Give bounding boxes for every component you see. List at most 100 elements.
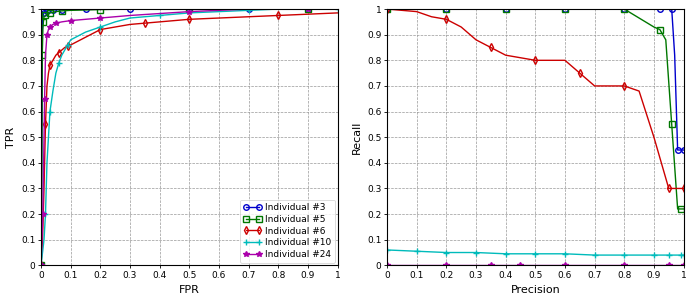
Line: Individual #5: Individual #5 bbox=[384, 6, 686, 212]
Individual #6 bbox=[185, 17, 194, 21]
Individual #3 bbox=[38, 15, 46, 19]
Individual #6 bbox=[428, 15, 436, 19]
Individual #24 bbox=[442, 264, 450, 267]
Individual #3 bbox=[66, 8, 75, 11]
Individual #10 bbox=[66, 38, 75, 42]
Individual #10 bbox=[502, 252, 510, 256]
Individual #10 bbox=[48, 89, 57, 93]
Individual #3 bbox=[304, 7, 312, 11]
Individual #5 bbox=[304, 7, 312, 11]
Individual #5 bbox=[531, 7, 540, 11]
Individual #6 bbox=[55, 51, 63, 54]
Individual #3 bbox=[215, 7, 223, 11]
Individual #3 bbox=[472, 7, 480, 11]
Individual #6 bbox=[52, 53, 60, 57]
Individual #6 bbox=[561, 58, 569, 62]
Individual #5 bbox=[40, 15, 48, 19]
Individual #3 bbox=[673, 148, 682, 152]
Individual #6 bbox=[412, 10, 421, 14]
Individual #24 bbox=[66, 19, 75, 22]
Individual #3 bbox=[57, 8, 66, 11]
Individual #6 bbox=[42, 123, 50, 126]
Individual #10 bbox=[156, 14, 164, 17]
Individual #6 bbox=[590, 84, 599, 88]
Individual #6 bbox=[44, 71, 53, 75]
Individual #3 bbox=[671, 53, 679, 57]
Individual #5 bbox=[185, 7, 194, 11]
Individual #3 bbox=[680, 148, 688, 152]
Individual #5 bbox=[244, 7, 253, 11]
Individual #5 bbox=[37, 264, 45, 267]
Individual #6 bbox=[156, 20, 164, 24]
Individual #5 bbox=[673, 207, 682, 211]
Individual #24 bbox=[486, 264, 495, 267]
Individual #10 bbox=[46, 110, 54, 113]
Individual #24 bbox=[43, 33, 51, 36]
Line: Individual #6: Individual #6 bbox=[38, 10, 340, 268]
Individual #6 bbox=[671, 187, 679, 190]
Individual #10 bbox=[185, 11, 194, 15]
Individual #24 bbox=[472, 264, 480, 267]
Individual #5 bbox=[442, 7, 450, 11]
Line: Individual #10: Individual #10 bbox=[384, 247, 686, 258]
Individual #24 bbox=[37, 264, 45, 267]
Individual #5 bbox=[561, 7, 569, 11]
Individual #6 bbox=[66, 43, 75, 47]
Individual #5 bbox=[620, 7, 628, 11]
Individual #24 bbox=[39, 156, 48, 160]
Individual #10 bbox=[620, 253, 628, 257]
Individual #6 bbox=[486, 46, 495, 49]
Individual #10 bbox=[383, 248, 391, 252]
Individual #5 bbox=[39, 20, 48, 24]
Y-axis label: Recall: Recall bbox=[352, 120, 361, 154]
Individual #24 bbox=[304, 7, 312, 11]
Individual #6 bbox=[516, 56, 525, 60]
Individual #3 bbox=[662, 7, 670, 11]
Individual #3 bbox=[37, 264, 45, 267]
Individual #10 bbox=[64, 43, 72, 47]
Individual #24 bbox=[39, 212, 47, 216]
Individual #10 bbox=[96, 25, 104, 29]
Individual #5 bbox=[37, 200, 46, 203]
Individual #3 bbox=[126, 7, 134, 11]
Individual #5 bbox=[668, 123, 676, 126]
Individual #6 bbox=[111, 25, 119, 29]
Individual #24 bbox=[57, 20, 66, 24]
Individual #10 bbox=[561, 252, 569, 256]
Individual #24 bbox=[82, 17, 90, 21]
Individual #6 bbox=[383, 7, 391, 11]
Individual #6 bbox=[57, 48, 66, 52]
Individual #3 bbox=[274, 7, 282, 11]
Individual #10 bbox=[274, 7, 282, 11]
Individual #6 bbox=[37, 264, 45, 267]
Individual #24 bbox=[244, 7, 253, 11]
Individual #5 bbox=[412, 7, 421, 11]
X-axis label: FPR: FPR bbox=[179, 285, 200, 296]
Individual #24 bbox=[185, 10, 194, 14]
Individual #10 bbox=[244, 8, 253, 12]
Individual #3 bbox=[185, 7, 194, 11]
Individual #24 bbox=[42, 53, 50, 57]
Individual #3 bbox=[412, 7, 421, 11]
Individual #3 bbox=[677, 148, 685, 152]
Individual #5 bbox=[66, 8, 75, 12]
Individual #5 bbox=[656, 28, 664, 31]
Individual #10 bbox=[472, 251, 480, 254]
Individual #10 bbox=[43, 161, 51, 165]
Individual #3 bbox=[156, 7, 164, 11]
Individual #24 bbox=[412, 264, 421, 267]
Individual #10 bbox=[44, 135, 53, 139]
Individual #6 bbox=[442, 17, 450, 21]
Individual #6 bbox=[664, 187, 673, 190]
Individual #24 bbox=[620, 264, 628, 267]
Individual #5 bbox=[42, 14, 50, 17]
Individual #3 bbox=[42, 10, 50, 14]
Individual #6 bbox=[96, 28, 104, 31]
Individual #6 bbox=[531, 58, 540, 62]
Individual #24 bbox=[126, 14, 134, 17]
Individual #24 bbox=[52, 21, 60, 25]
Individual #6 bbox=[61, 46, 69, 49]
Individual #10 bbox=[42, 212, 50, 216]
Individual #3 bbox=[82, 8, 90, 11]
Individual #24 bbox=[650, 264, 658, 267]
